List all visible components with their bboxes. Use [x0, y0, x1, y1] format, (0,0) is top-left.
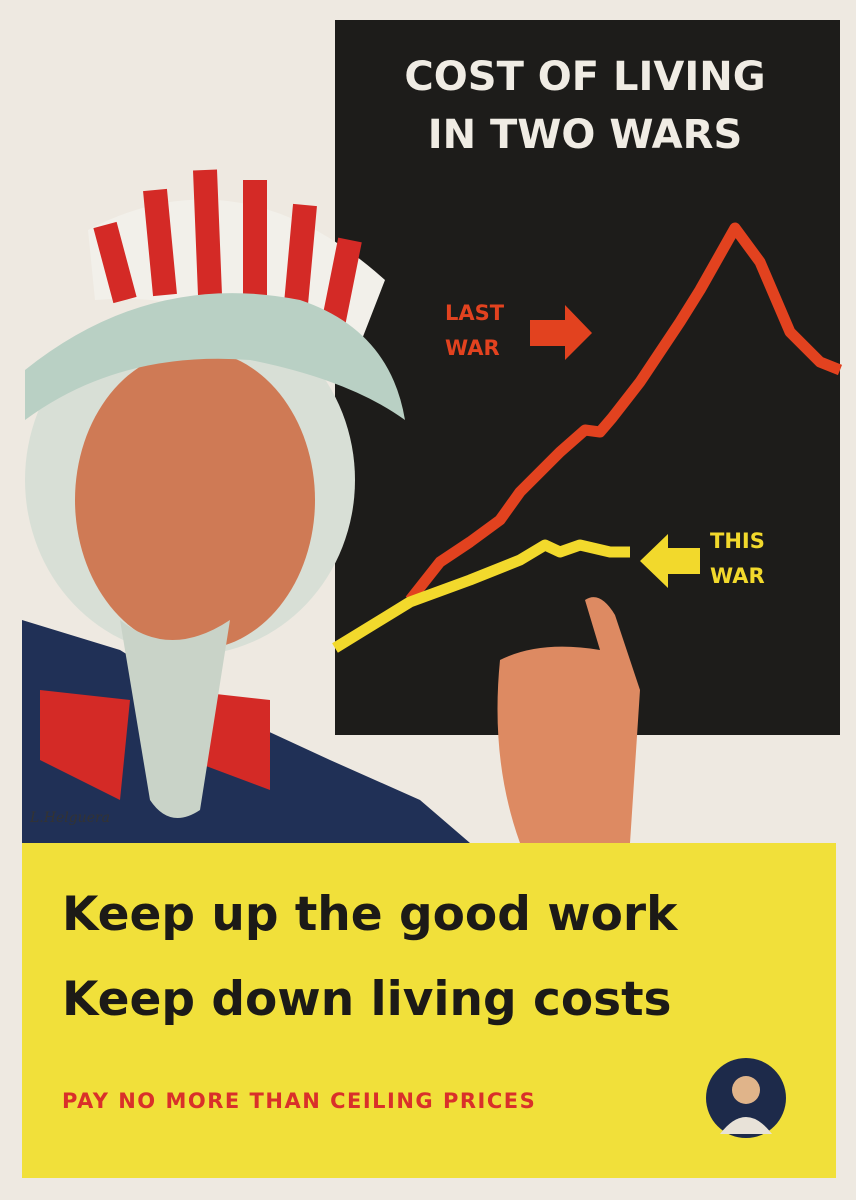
badge-figure — [720, 1117, 772, 1134]
slogan-subline: PAY NO MORE THAN CEILING PRICES — [62, 1089, 536, 1113]
title-line: COST OF LIVING — [404, 54, 765, 100]
last-war-line — [405, 222, 843, 604]
title-line: IN TWO WARS — [428, 112, 743, 158]
this-war-line — [332, 539, 630, 653]
red-arrow — [530, 305, 592, 360]
signature: L.Helguera — [29, 810, 110, 826]
this-war-label: THIS — [710, 529, 765, 553]
chart-panel — [335, 20, 840, 735]
slogan-line: Keep down living costs — [62, 972, 672, 1027]
badge-face — [732, 1076, 760, 1104]
uncle-sam: L.Helguera — [22, 169, 640, 843]
this-war-label: WAR — [710, 564, 765, 588]
last-war-label: WAR — [445, 336, 500, 360]
last-war-label: LAST — [445, 301, 505, 325]
slogan-panel — [22, 843, 836, 1178]
yellow-arrow — [640, 534, 700, 588]
slogan-line: Keep up the good work — [62, 887, 679, 942]
